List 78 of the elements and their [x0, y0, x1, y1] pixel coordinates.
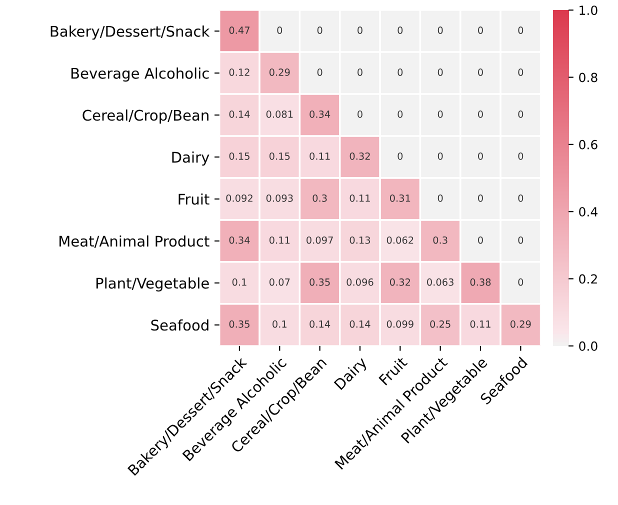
data-label: 0 [398, 110, 403, 118]
data-label: 0 [518, 68, 524, 76]
data-label: 0.35 [229, 320, 250, 328]
data-label: 0 [438, 194, 443, 202]
data-label: 0 [518, 110, 524, 118]
data-label: 0.081 [266, 110, 293, 118]
y-tick-label: Dairy [172, 151, 210, 166]
color-bar-label: 0.8 [579, 72, 598, 82]
data-label: 0 [478, 236, 483, 244]
data-label: 0.38 [470, 278, 491, 286]
data-label: 0 [478, 194, 483, 202]
data-label: 0 [398, 68, 403, 76]
data-label: 0 [277, 26, 282, 34]
data-label: 0.097 [306, 236, 333, 244]
data-label: 0 [478, 68, 483, 76]
data-label: 0.35 [310, 278, 330, 286]
data-label: 0.11 [310, 152, 330, 160]
data-label: 0.32 [390, 278, 410, 286]
data-label: 0.14 [229, 110, 250, 118]
data-label: 0.3 [433, 236, 448, 244]
color-bar-label: 0.0 [579, 341, 598, 351]
data-label: 0.31 [390, 194, 410, 202]
color-bar-label: 0.2 [579, 274, 597, 284]
data-label: 0.47 [229, 26, 250, 34]
data-label: 0 [317, 68, 322, 76]
data-label: 0.1 [232, 278, 246, 286]
data-label: 0.099 [386, 320, 414, 328]
data-label: 0 [478, 110, 483, 118]
data-label: 0.15 [269, 152, 290, 160]
data-label: 0.11 [470, 320, 490, 328]
data-label: 0.11 [269, 236, 290, 244]
data-label: 0.14 [310, 320, 330, 328]
data-label: 0 [438, 68, 443, 76]
data-label: 0 [358, 110, 362, 118]
y-tick-label: Plant/Vegetable [96, 277, 209, 292]
data-label: 0.1 [272, 320, 286, 328]
data-label: 0.062 [386, 236, 414, 244]
y-tick-label: Bakery/Dessert/Snack [50, 26, 210, 40]
data-label: 0 [438, 26, 443, 34]
data-label: 0.34 [229, 236, 250, 244]
data-label: 0 [398, 152, 403, 160]
y-tick-label: Fruit [178, 193, 210, 205]
data-label: 0 [317, 26, 322, 34]
data-label: 0.29 [510, 320, 531, 328]
data-label: 0 [518, 152, 524, 160]
data-label: 0.29 [269, 68, 290, 76]
data-label: 0.12 [229, 68, 250, 76]
data-label: 0.063 [427, 278, 454, 286]
data-label: 0.32 [350, 152, 370, 160]
data-label: 0.25 [430, 320, 450, 328]
color-bar-label: 1.0 [580, 6, 598, 16]
data-label: 0.07 [269, 278, 290, 286]
data-label: 0 [518, 194, 524, 202]
data-label: 0.093 [266, 194, 293, 202]
data-label: 0 [518, 278, 524, 286]
data-label: 0 [398, 26, 403, 34]
y-tick-label: Beverage Alcoholic [71, 68, 209, 82]
color-bar-label: 0.6 [579, 140, 598, 150]
data-label: 0.092 [226, 194, 252, 202]
data-label: 0 [478, 152, 483, 160]
data-label: 0.15 [229, 152, 250, 160]
data-label: 0.11 [350, 194, 370, 202]
color-bar-label: 0.4 [579, 207, 598, 217]
data-label: 0.14 [350, 320, 370, 328]
data-label: 0 [518, 26, 524, 34]
y-tick-label: Cereal/Crop/Bean [82, 110, 208, 124]
data-label: 0 [518, 236, 524, 244]
data-label: 0 [438, 110, 443, 118]
data-label: 0 [358, 26, 362, 34]
data-label: 0 [478, 26, 483, 34]
data-label: 0.34 [310, 110, 330, 118]
data-label: 0 [358, 68, 362, 76]
data-label: 0.13 [350, 236, 370, 244]
y-tick-label: Seafood [151, 319, 208, 331]
data-label: 0.3 [312, 194, 327, 202]
data-label: 0.096 [346, 278, 374, 286]
y-tick-label: Meat/Animal Product [60, 235, 210, 248]
data-label: 0 [438, 152, 443, 160]
